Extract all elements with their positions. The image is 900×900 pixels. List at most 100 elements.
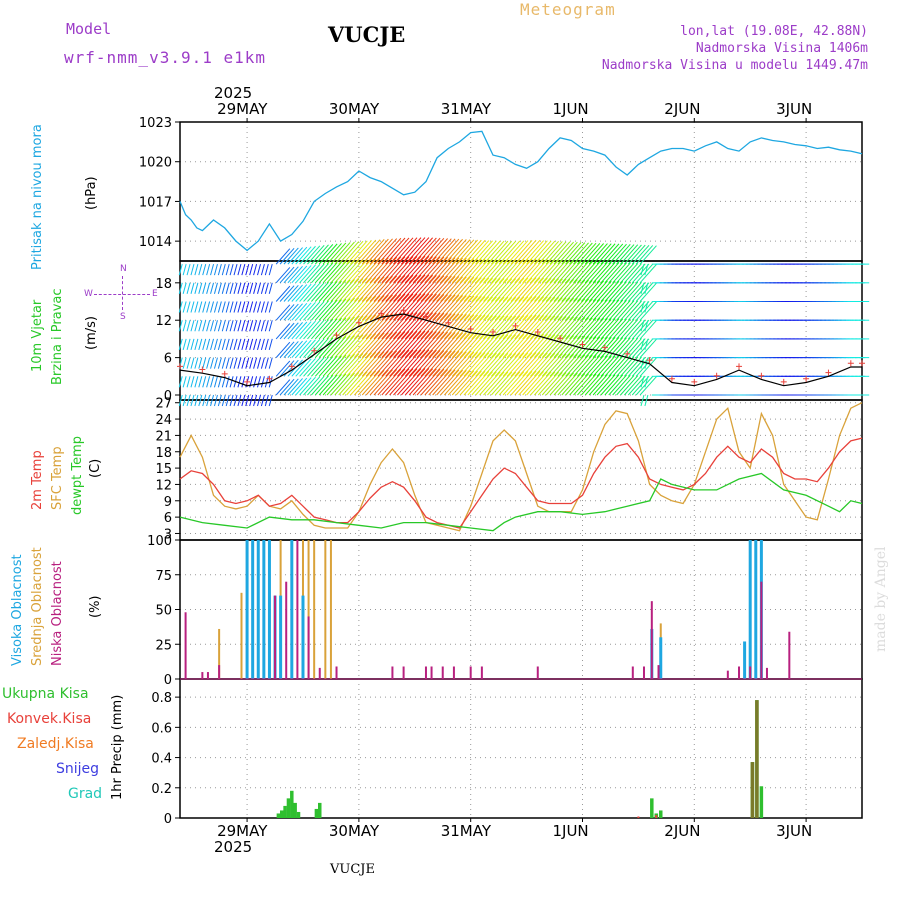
wind-vector [459, 258, 482, 284]
wind-vector [283, 341, 299, 358]
year-top: 2025 [214, 84, 253, 102]
total-rain-bar [759, 786, 764, 818]
wind-vector [253, 282, 258, 294]
wind-vector [510, 296, 533, 321]
wind-vector [275, 267, 291, 284]
wind-vector [229, 357, 234, 369]
wind-gust-mark [713, 372, 720, 379]
wind-vector [565, 373, 586, 396]
wind-vector [553, 279, 574, 302]
wind-gust-mark [825, 369, 832, 376]
wind-vector [342, 259, 364, 284]
wind-vector [326, 336, 347, 358]
wind-vector [318, 243, 338, 265]
wind-vector [373, 313, 398, 340]
wind-vector [510, 258, 533, 284]
wind-vector [334, 372, 355, 396]
wind-vector [424, 350, 448, 377]
wind-vector [616, 300, 635, 321]
station-altitude: Nadmorska Visina 1406m [695, 41, 868, 56]
wind-vector [592, 262, 612, 284]
wind-gust-mark [691, 378, 698, 385]
wind-vector [644, 301, 649, 313]
low-cloud-bar [631, 666, 634, 679]
wind-ytick-label: 6 [164, 352, 172, 367]
wind-vector [440, 332, 463, 358]
wind-vector [487, 334, 509, 358]
wind-vector [616, 281, 635, 302]
wind-vector [275, 304, 291, 321]
wind-vector [545, 316, 567, 340]
legend-total-rain: Ukupna Kisa [2, 686, 89, 702]
wind-vector [537, 278, 559, 302]
wind-vector [436, 294, 460, 321]
low-cloud-bar [726, 670, 729, 679]
wind-vector [436, 238, 460, 265]
wind-vector [322, 355, 342, 377]
wind-vector [432, 350, 456, 377]
wind-vector [314, 244, 334, 265]
wind-gust-mark [244, 378, 251, 385]
wind-vector [447, 332, 471, 358]
wind-vector [381, 331, 406, 358]
wind-vector [627, 244, 646, 265]
wind-vector [627, 375, 646, 396]
wind-vector [393, 274, 418, 302]
low-cloud-bar [536, 666, 539, 679]
wind-gust-mark [333, 332, 340, 339]
wind-vector [581, 243, 601, 265]
low-cloud-bar [184, 612, 187, 679]
sfc-temp-line [179, 402, 863, 532]
wind-vector [596, 374, 616, 396]
wind-vector [249, 394, 254, 407]
wind-vector [412, 275, 437, 302]
wind-vector [479, 371, 501, 396]
low-cloud-bar [307, 616, 310, 679]
wind-vector [475, 259, 497, 284]
wind-vector [322, 373, 342, 396]
day-label-bottom: 3JUN [776, 822, 813, 840]
low-cloud-bar [738, 666, 741, 679]
wind-vector [310, 356, 329, 377]
low-cloud-bar [650, 601, 653, 679]
wind-vector [530, 371, 552, 396]
wind-vector [455, 370, 478, 396]
wind-vector [260, 301, 265, 313]
wind-vector [436, 369, 460, 396]
wind-vector [455, 277, 478, 302]
wind-vector [588, 374, 608, 396]
cloud-ytick-label: 0 [164, 673, 172, 688]
wind-vector [627, 319, 646, 340]
wind-vector [487, 278, 509, 302]
wind-vector [640, 357, 645, 369]
wind-vector [249, 320, 254, 332]
wind-vector [268, 320, 273, 332]
wind-vector [268, 394, 273, 407]
wind-ytick-label: 12 [155, 314, 172, 329]
pressure-ytick-label: 1014 [139, 235, 172, 250]
wind-vector [346, 333, 368, 358]
wind-vector [385, 274, 410, 302]
wind-vector [577, 317, 597, 340]
wind-vector [397, 312, 422, 340]
wind-vector [518, 296, 541, 321]
wind-vector [202, 320, 207, 332]
wind-vector [295, 265, 312, 284]
wind-vector [557, 279, 578, 302]
wind-vector [287, 378, 303, 396]
wind-gust-mark [646, 357, 653, 364]
wind-vector [447, 370, 471, 396]
wind-vector [475, 296, 497, 321]
day-label-bottom: 1JUN [552, 822, 589, 840]
wind-vector [494, 296, 517, 321]
temperature-ytick-label: 9 [164, 495, 172, 510]
wind-vector [397, 237, 422, 265]
wind-gust-mark [601, 344, 608, 351]
wind-vector [393, 330, 418, 358]
wind-vector [233, 263, 238, 276]
wind-gust-mark [422, 313, 429, 320]
wind-vector [365, 238, 389, 265]
wind-vector [217, 320, 222, 332]
wind-vector [202, 301, 207, 313]
wind-vector [253, 301, 258, 313]
